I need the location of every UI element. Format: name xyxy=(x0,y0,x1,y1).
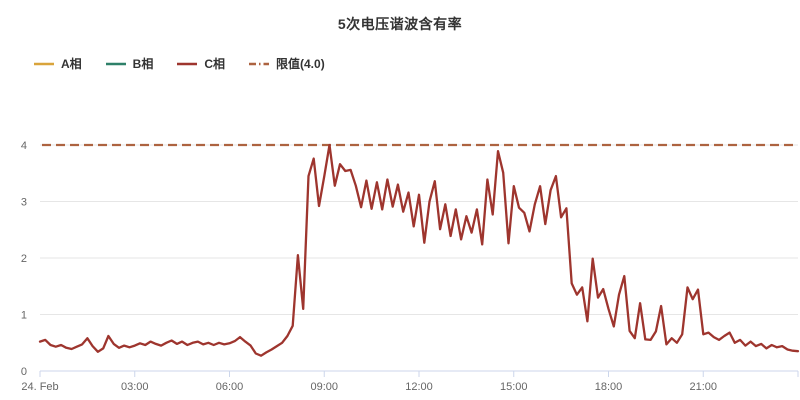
y-axis-label: 4 xyxy=(21,140,27,152)
x-axis-label: 03:00 xyxy=(121,381,149,393)
x-axis-label: 06:00 xyxy=(216,381,244,393)
legend-label: B相 xyxy=(132,57,154,71)
x-axis-label: 15:00 xyxy=(500,381,528,393)
y-axis-label: 0 xyxy=(21,366,27,378)
legend-item-4[interactable]: 限值(4.0) xyxy=(248,55,325,72)
legend-item-2[interactable]: B相 xyxy=(105,55,154,72)
x-axis-label: 12:00 xyxy=(405,381,433,393)
legend-label: C相 xyxy=(204,57,226,71)
legend-marker-icon xyxy=(105,62,126,65)
y-axis-label: 3 xyxy=(21,197,27,209)
series-line-C相 xyxy=(38,143,800,357)
x-axis-label: 21:00 xyxy=(689,381,717,393)
x-axis-label: 24. Feb xyxy=(21,381,58,393)
legend-marker-icon xyxy=(177,62,198,65)
legend-item-3[interactable]: C相 xyxy=(176,55,225,72)
legend: A相 B相 C相 限值(4.0) xyxy=(33,55,325,72)
chart-title: 5次电压谐波含有率 xyxy=(337,16,463,32)
x-axis-label: 09:00 xyxy=(310,381,338,393)
y-axis-label: 2 xyxy=(21,253,27,265)
legend-label: 限值(4.0) xyxy=(276,57,325,71)
y-axis-label: 1 xyxy=(21,310,27,322)
legend-marker-icon xyxy=(249,62,270,65)
legend-item-1[interactable]: A相 xyxy=(33,55,82,72)
legend-label: A相 xyxy=(61,57,82,71)
legend-marker-icon xyxy=(34,62,54,65)
x-axis-label: 18:00 xyxy=(595,381,623,393)
